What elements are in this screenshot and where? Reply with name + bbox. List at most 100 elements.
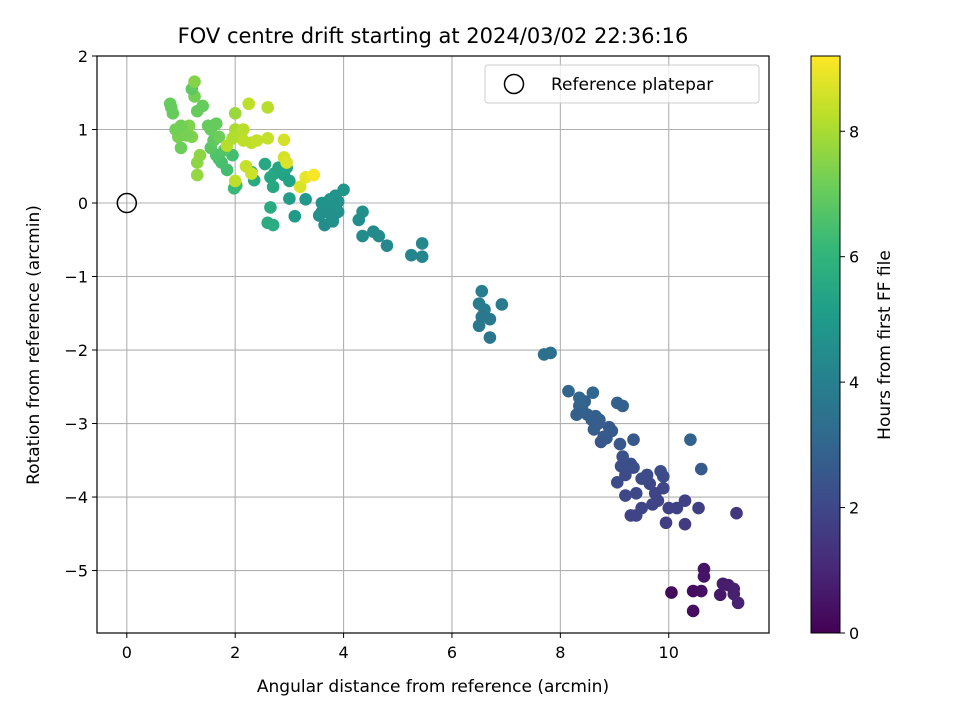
data-point: [323, 207, 337, 221]
legend-entry-reference: Reference platepar: [551, 75, 713, 95]
data-point: [258, 157, 272, 171]
data-point: [166, 107, 180, 120]
x-tick-label: 2: [230, 643, 240, 662]
y-tick-label: 1: [78, 121, 88, 140]
data-point: [619, 489, 632, 502]
x-axis-ticks: 0 2 4 6 8 10: [122, 633, 679, 662]
colorbar-tick-label: 6: [849, 248, 859, 267]
data-point: [188, 75, 201, 89]
grid: [97, 55, 769, 633]
data-point: [315, 196, 329, 210]
data-point: [616, 450, 629, 463]
y-axis-ticks: 2 1 0 −1 −2 −3 −4 −5: [64, 47, 97, 581]
data-point: [475, 284, 489, 298]
data-point: [697, 570, 711, 583]
data-point: [280, 156, 293, 169]
data-point: [619, 468, 632, 482]
y-tick-label: 2: [78, 47, 88, 66]
data-point: [692, 501, 705, 515]
data-point: [415, 250, 429, 263]
y-tick-label: −3: [64, 415, 88, 434]
data-point: [684, 433, 697, 446]
data-point: [678, 517, 692, 531]
data-point: [610, 476, 624, 489]
y-tick-label: −5: [64, 562, 88, 581]
y-axis-label: Rotation from reference (arcmin): [24, 205, 44, 485]
data-point: [288, 209, 302, 223]
colorbar-tick-label: 2: [849, 499, 859, 518]
data-point: [602, 420, 616, 434]
reference-point: [116, 192, 138, 214]
data-point: [264, 170, 277, 184]
data-point: [731, 596, 745, 610]
colorbar: 0 2 4 6 8 Hours from first FF file: [810, 55, 895, 643]
data-point: [483, 331, 497, 344]
data-point: [261, 101, 275, 114]
reference-marker: [116, 192, 138, 214]
data-point: [293, 180, 307, 194]
x-axis-label: Angular distance from reference (arcmin): [257, 677, 609, 697]
data-point: [228, 107, 242, 120]
data-point: [356, 229, 369, 243]
data-point: [212, 130, 226, 144]
colorbar-tick-label: 0: [849, 624, 859, 643]
y-tick-label: 0: [78, 194, 88, 213]
data-point: [624, 457, 638, 471]
plot-frame: [96, 55, 770, 634]
data-point: [694, 584, 708, 598]
data-point: [209, 117, 223, 130]
data-point: [472, 319, 486, 333]
data-point: [307, 168, 321, 182]
chart-title: FOV centre drift starting at 2024/03/02 …: [178, 24, 689, 48]
data-point: [573, 391, 586, 405]
data-point: [665, 586, 678, 599]
data-point: [686, 604, 700, 618]
data-point: [648, 487, 662, 500]
legend-reference-marker: [503, 73, 525, 95]
data-point: [678, 494, 692, 507]
x-tick-label: 10: [659, 643, 679, 662]
x-tick-label: 4: [338, 643, 348, 662]
data-point: [613, 437, 627, 451]
data-point: [624, 509, 638, 522]
data-point: [587, 423, 601, 436]
data-point: [237, 123, 250, 136]
data-point: [283, 192, 296, 205]
data-point: [483, 312, 497, 326]
data-point: [544, 346, 557, 360]
data-point: [261, 132, 275, 145]
data-point: [245, 167, 258, 180]
data-point: [730, 506, 743, 520]
data-point: [190, 168, 204, 182]
data-point: [266, 180, 280, 194]
legend-box: [484, 64, 760, 104]
data-points: [163, 75, 745, 618]
data-point: [662, 501, 676, 515]
data-point: [646, 498, 659, 511]
data-point: [635, 472, 648, 485]
y-tick-label: −2: [64, 341, 88, 360]
data-point: [627, 433, 640, 446]
data-point: [352, 213, 366, 227]
data-point: [367, 225, 380, 238]
data-point: [228, 174, 242, 188]
x-tick-label: 6: [447, 643, 457, 662]
data-point: [266, 218, 280, 232]
legend: Reference platepar: [484, 64, 760, 104]
data-point: [169, 123, 182, 136]
data-point: [299, 193, 312, 206]
data-point: [586, 386, 600, 399]
data-point: [193, 148, 207, 162]
data-point: [713, 588, 727, 602]
data-point: [190, 104, 204, 118]
data-point: [659, 516, 673, 530]
y-tick-label: −1: [64, 268, 88, 287]
data-point: [562, 384, 575, 398]
colorbar-ticks: 0 2 4 6 8: [840, 122, 859, 643]
colorbar-label: Hours from first FF file: [875, 250, 895, 440]
data-point: [694, 462, 708, 476]
data-point: [570, 408, 583, 421]
data-point: [380, 239, 394, 252]
data-point: [277, 133, 291, 147]
